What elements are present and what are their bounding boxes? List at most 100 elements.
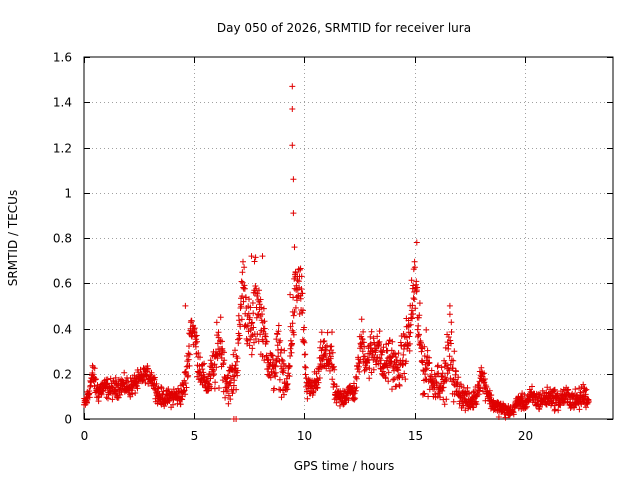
- data-point: [257, 331, 264, 338]
- data-point: [576, 406, 583, 413]
- data-point: [297, 295, 304, 302]
- data-point: [300, 338, 307, 345]
- data-point: [395, 367, 402, 374]
- data-point: [285, 370, 292, 377]
- data-point: [378, 348, 385, 355]
- data-point: [440, 384, 447, 391]
- x-axis-label: GPS time / hours: [294, 459, 395, 473]
- data-point: [455, 374, 462, 381]
- y-tick-label: 1.4: [53, 96, 72, 110]
- data-point: [416, 300, 423, 307]
- data-point: [217, 314, 224, 321]
- data-point: [426, 360, 433, 366]
- data-point: [273, 336, 280, 343]
- data-point: [287, 353, 294, 359]
- data-point: [290, 210, 297, 217]
- data-point: [246, 314, 253, 321]
- data-point: [253, 285, 260, 292]
- data-point: [411, 264, 418, 271]
- data-point: [250, 310, 257, 317]
- data-point: [410, 295, 417, 302]
- data-point: [201, 360, 208, 367]
- data-point: [142, 379, 149, 386]
- data-point: [233, 416, 240, 422]
- data-point: [250, 324, 257, 331]
- data-point: [428, 367, 435, 374]
- data-point: [400, 351, 407, 358]
- data-point: [290, 176, 297, 183]
- data-point: [225, 383, 232, 389]
- data-point: [407, 321, 414, 328]
- data-point: [290, 312, 297, 319]
- data-point: [185, 372, 192, 379]
- data-point: [251, 339, 257, 346]
- data-point: [337, 402, 343, 409]
- data-point: [320, 338, 327, 345]
- y-axis-label: SRMTID / TECUs: [6, 190, 20, 286]
- data-point: [302, 363, 308, 370]
- data-point: [483, 383, 490, 390]
- data-point: [225, 392, 232, 399]
- data-point: [460, 402, 467, 409]
- data-point: [166, 398, 173, 404]
- data-point: [104, 376, 111, 383]
- grid-lines: [84, 57, 613, 419]
- data-point: [260, 305, 267, 312]
- data-point: [466, 390, 473, 397]
- data-point: [448, 340, 454, 347]
- data-point: [580, 381, 587, 388]
- data-point: [450, 357, 457, 364]
- data-point: [326, 350, 333, 357]
- data-point: [230, 382, 237, 389]
- data-point: [577, 389, 584, 396]
- data-point: [464, 384, 471, 391]
- data-point: [446, 367, 453, 374]
- data-point: [182, 302, 189, 309]
- data-point: [277, 349, 284, 356]
- data-point: [447, 361, 454, 368]
- data-point: [213, 364, 220, 371]
- data-point: [421, 390, 428, 397]
- data-point: [447, 375, 454, 382]
- data-point: [221, 349, 227, 356]
- data-point: [281, 391, 287, 398]
- y-tick-label: 0.6: [53, 277, 72, 291]
- data-point: [552, 406, 559, 413]
- data-point: [385, 369, 392, 376]
- data-point: [153, 380, 160, 387]
- y-tick-label: 0.8: [53, 232, 72, 246]
- data-point: [435, 362, 441, 369]
- data-point: [112, 374, 119, 381]
- data-point: [240, 258, 246, 265]
- data-point: [519, 395, 526, 402]
- data-point: [275, 353, 282, 360]
- data-point: [253, 314, 260, 321]
- data-point: [450, 398, 457, 405]
- data-point: [277, 337, 284, 344]
- data-point: [351, 396, 358, 403]
- data-point: [408, 277, 415, 284]
- data-points: [81, 83, 592, 422]
- data-point: [241, 285, 248, 292]
- data-point: [289, 340, 295, 347]
- data-point: [479, 371, 486, 377]
- data-point: [330, 380, 337, 387]
- data-point: [286, 373, 293, 380]
- data-point: [276, 376, 283, 383]
- y-tick-label: 0: [64, 413, 72, 427]
- data-point: [411, 258, 418, 265]
- data-point: [289, 83, 296, 90]
- data-point: [333, 383, 340, 390]
- data-point: [199, 361, 206, 368]
- data-point: [233, 386, 240, 393]
- data-point: [240, 298, 247, 305]
- data-point: [413, 239, 420, 246]
- data-point: [295, 278, 302, 285]
- data-point: [585, 398, 592, 405]
- data-point: [251, 258, 258, 265]
- data-point: [247, 336, 254, 343]
- data-point: [216, 385, 222, 391]
- data-point: [356, 368, 363, 375]
- data-point: [522, 404, 529, 411]
